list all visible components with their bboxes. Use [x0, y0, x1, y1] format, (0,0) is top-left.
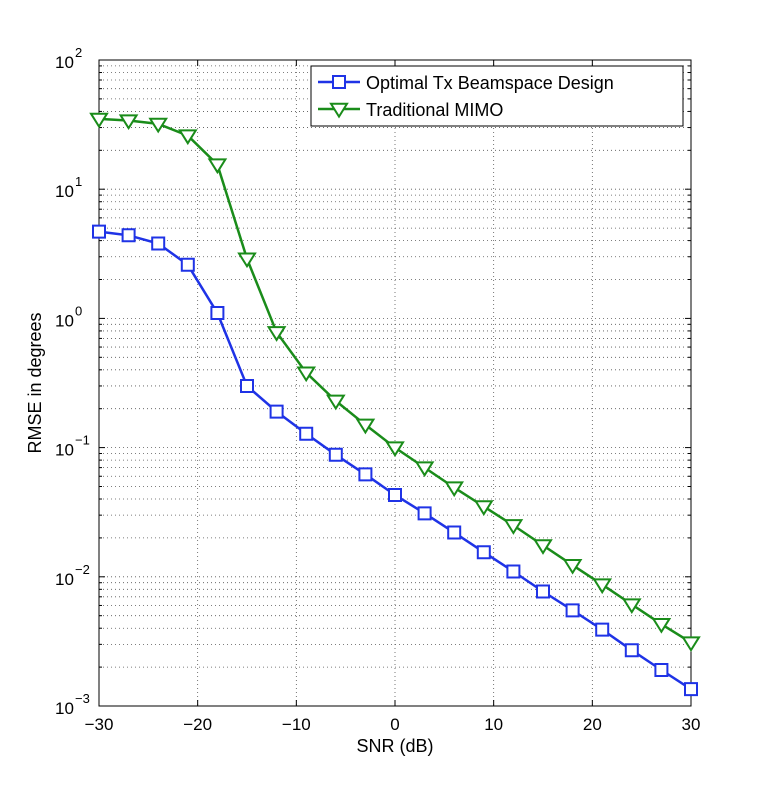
x-tick-label: 0	[390, 715, 399, 734]
y-tick-label-exponent: 0	[75, 303, 82, 318]
series-traditional-mimo	[89, 112, 701, 653]
x-tick-label: −30	[85, 715, 114, 734]
y-tick-label-base: 10	[55, 570, 74, 589]
data-point	[651, 617, 672, 634]
y-tick-label: 10−2	[55, 562, 90, 589]
y-tick-label-base: 10	[55, 311, 74, 330]
data-point	[385, 441, 405, 458]
data-point	[684, 682, 698, 697]
x-tick-label: 10	[484, 715, 503, 734]
y-tick-label-base: 10	[55, 182, 74, 201]
data-point	[207, 158, 228, 175]
y-tick-label-exponent: 2	[75, 45, 82, 60]
legend-box	[310, 65, 684, 127]
y-tick-label-exponent: −2	[75, 562, 90, 577]
x-tick-label: 30	[682, 715, 701, 734]
data-point	[148, 117, 169, 134]
data-point	[414, 461, 435, 478]
data-point	[151, 236, 166, 251]
legend-label: Optimal Tx Beamspace Design	[366, 73, 614, 93]
y-tick-label: 101	[55, 174, 82, 201]
data-point	[269, 404, 284, 419]
legend: Optimal Tx Beamspace Design Traditional M…	[310, 65, 684, 127]
data-point	[562, 558, 583, 575]
data-point	[355, 418, 376, 435]
legend-item: Optimal Tx Beamspace Design	[318, 73, 614, 93]
data-point	[473, 500, 494, 516]
data-point	[358, 467, 373, 482]
legend-item: Traditional MIMO	[318, 100, 503, 120]
y-tick-label: 10−3	[55, 691, 90, 718]
data-point	[506, 564, 521, 579]
legend-marker	[332, 75, 346, 89]
data-point	[592, 578, 613, 595]
y-tick-label: 102	[55, 45, 82, 72]
data-point	[210, 306, 225, 321]
data-point	[565, 603, 580, 618]
data-point	[536, 584, 550, 599]
data-point	[296, 366, 317, 383]
data-point	[328, 447, 343, 462]
data-point	[624, 643, 639, 658]
data-point	[118, 114, 139, 131]
data-point	[621, 598, 642, 615]
data-point	[476, 545, 491, 560]
data-point	[325, 394, 346, 411]
data-point	[654, 662, 669, 677]
y-tick-label-exponent: −3	[75, 691, 90, 706]
data-point	[266, 326, 287, 342]
data-point	[92, 224, 106, 239]
data-point	[533, 539, 553, 555]
x-tick-label: −20	[183, 715, 212, 734]
legend-marker	[329, 102, 349, 119]
data-point	[237, 252, 257, 269]
data-point	[89, 112, 109, 129]
y-axis-label: RMSE in degrees	[25, 312, 45, 453]
legend-label: Traditional MIMO	[366, 100, 503, 120]
data-point	[180, 257, 195, 272]
y-tick-label-base: 10	[55, 441, 74, 460]
x-axis-label: SNR (dB)	[356, 736, 433, 756]
data-point	[388, 487, 402, 502]
data-point	[121, 228, 136, 243]
data-point	[240, 378, 254, 393]
y-tick-label: 10−1	[55, 433, 90, 460]
y-tick-label: 100	[55, 303, 82, 330]
data-point	[595, 622, 610, 637]
y-tick-label-exponent: −1	[75, 433, 90, 448]
y-tick-label-base: 10	[55, 53, 74, 72]
x-tick-label: −10	[282, 715, 311, 734]
y-tick-label-exponent: 1	[75, 174, 82, 189]
series-optimal-tx-beamspace-design	[92, 224, 698, 697]
data-point	[503, 519, 524, 535]
data-point	[299, 426, 314, 441]
data-point	[177, 129, 198, 146]
data-series	[89, 112, 701, 697]
x-tick-label: 20	[583, 715, 602, 734]
y-tick-label-base: 10	[55, 699, 74, 718]
data-point	[447, 525, 462, 540]
data-point	[417, 506, 432, 521]
data-point	[681, 636, 701, 653]
data-point	[444, 481, 465, 498]
